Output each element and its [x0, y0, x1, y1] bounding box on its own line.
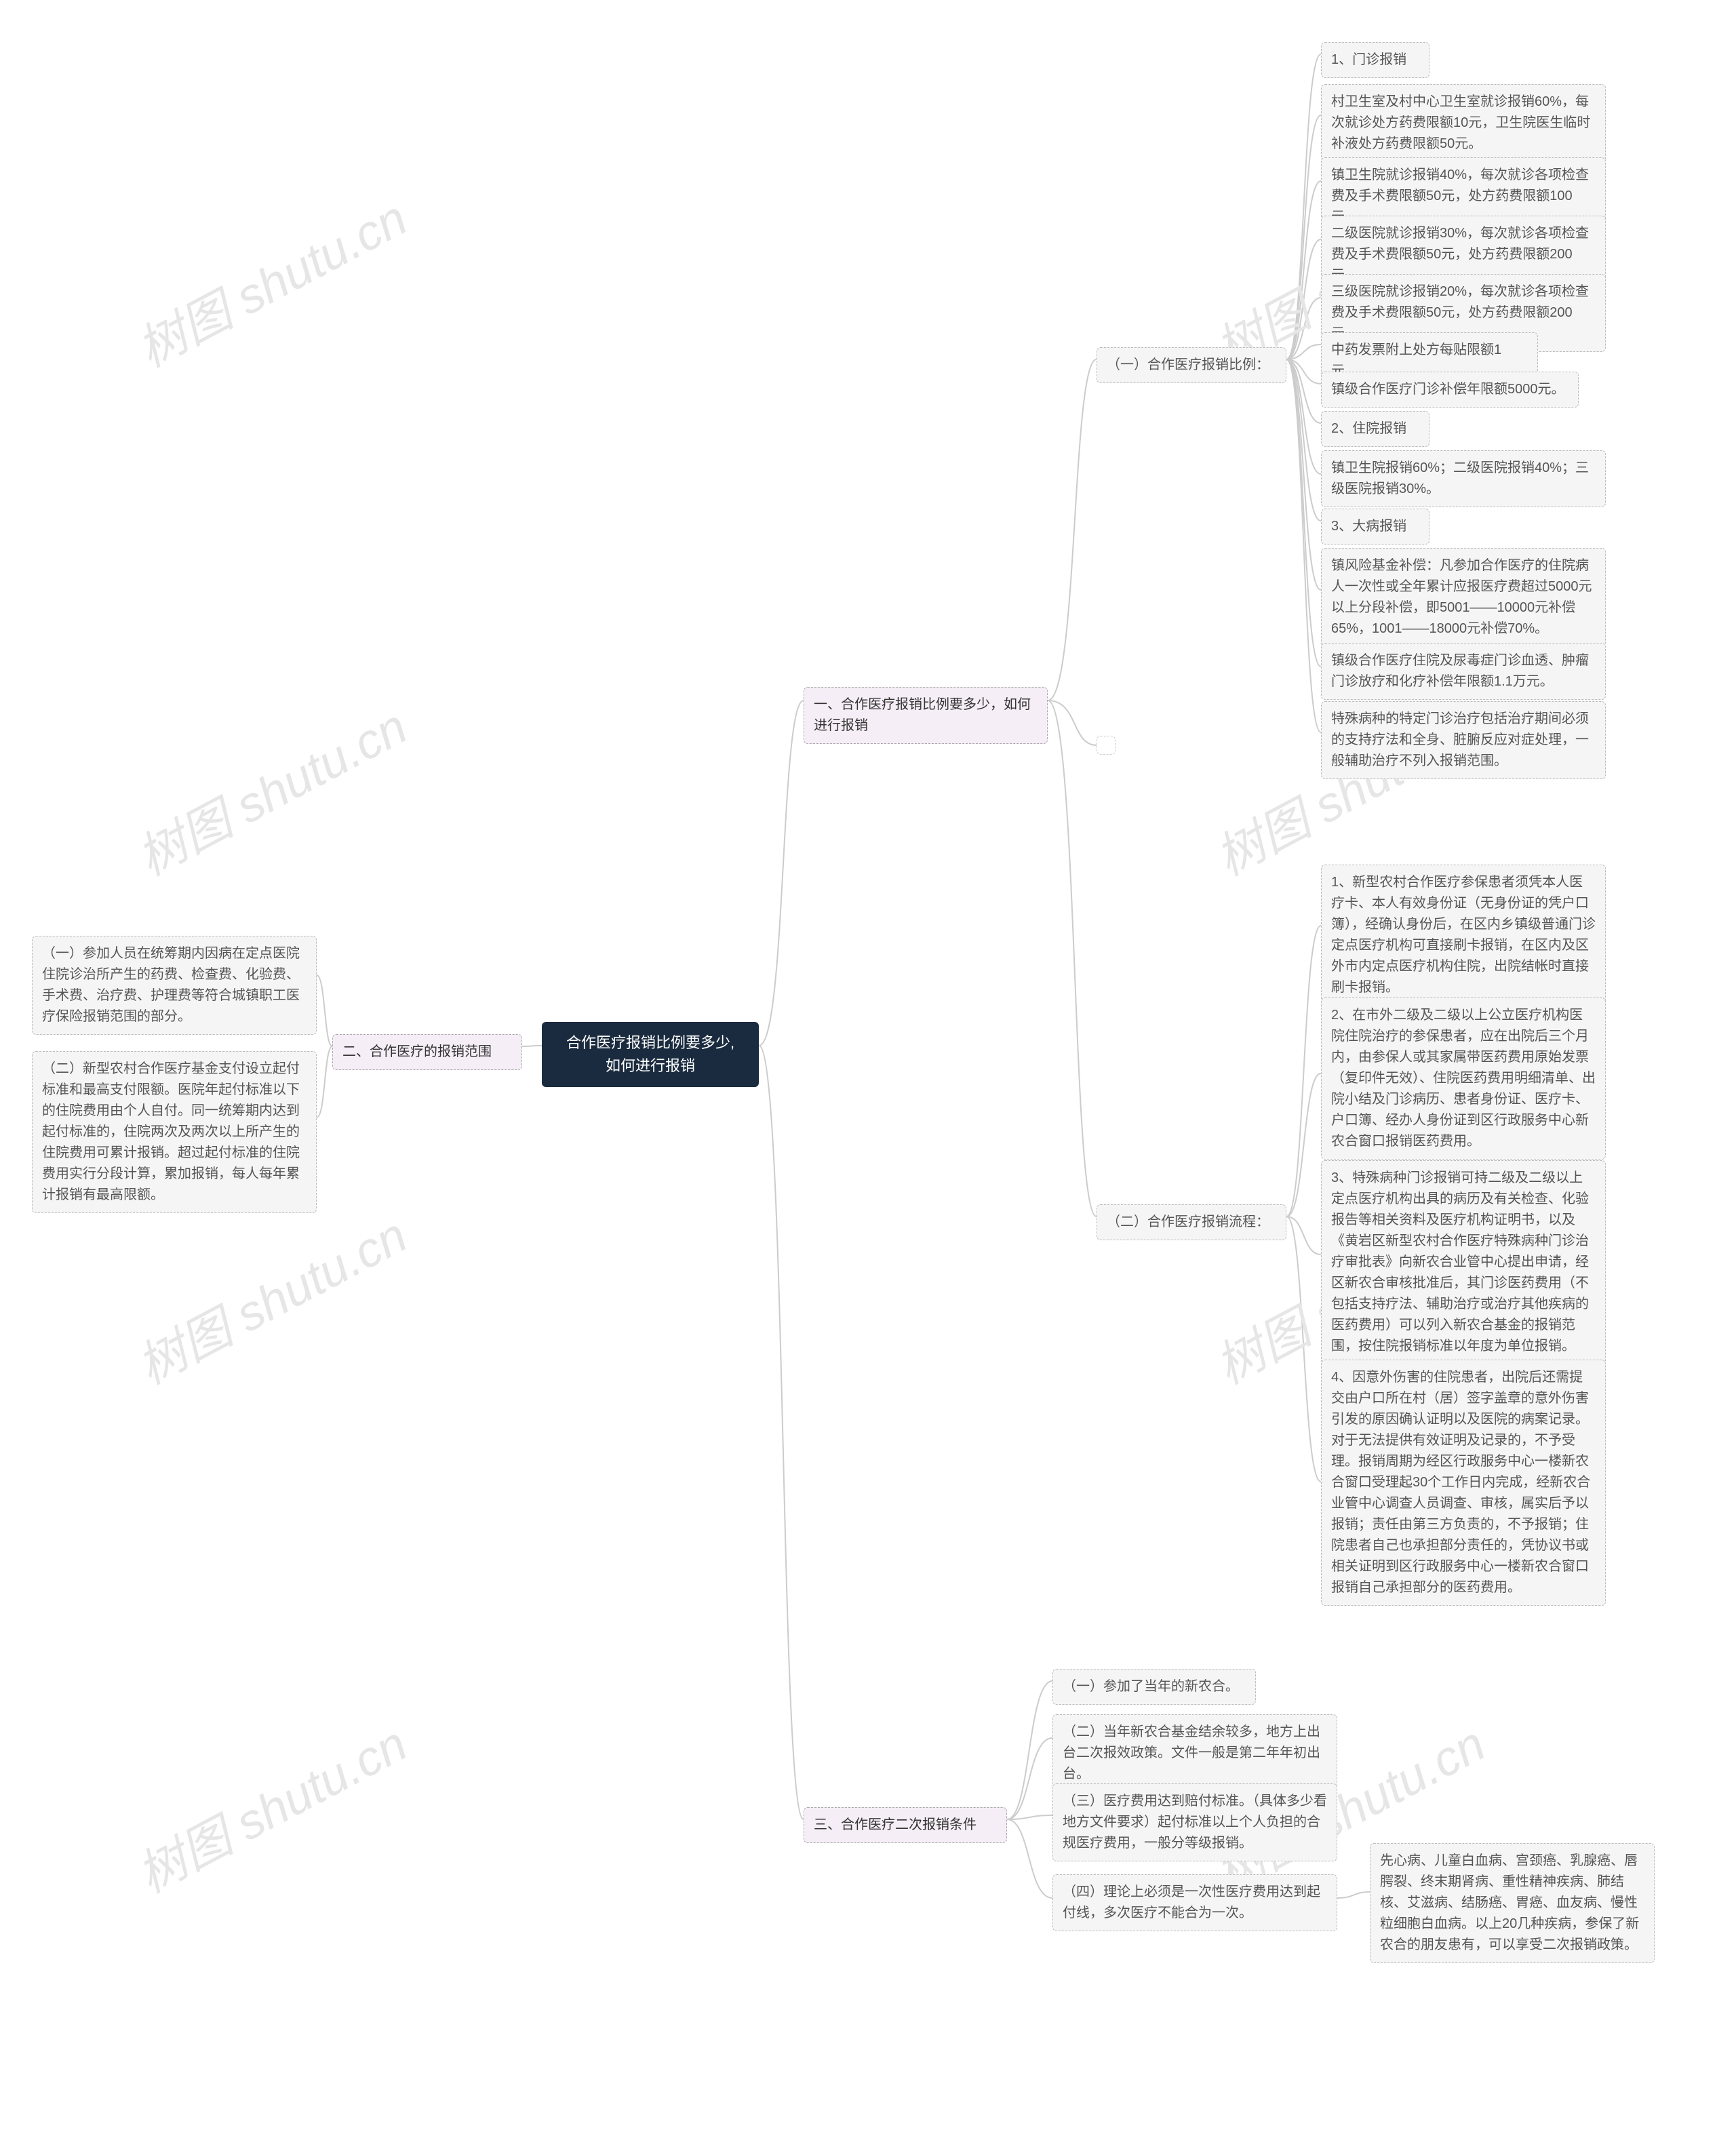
- ratio-item: 镇卫生院报销60%；二级医院报销40%；三级医院报销30%。: [1321, 450, 1606, 507]
- sub-empty: [1097, 736, 1116, 755]
- scope-item: （一）参加人员在统筹期内因病在定点医院住院诊治所产生的药费、检查费、化验费、手术…: [32, 936, 317, 1035]
- root-node: 合作医疗报销比例要多少, 如何进行报销: [542, 1022, 759, 1087]
- ratio-item: 镇级合作医疗门诊补偿年限额5000元。: [1321, 372, 1579, 408]
- sub-one-a: （一）合作医疗报销比例：: [1097, 347, 1286, 383]
- secondary-item: （三）医疗费用达到赔付标准。（具体多少看地方文件要求）起付标准以上个人负担的合规…: [1052, 1783, 1337, 1861]
- process-item: 2、在市外二级及二级以上公立医疗机构医院住院治疗的参保患者，应在出院后三个月内，…: [1321, 997, 1606, 1160]
- branch-one: 一、合作医疗报销比例要多少，如何进行报销: [804, 687, 1048, 744]
- process-item: 4、因意外伤害的住院患者，出院后还需提交由户口所在村（居）签字盖章的意外伤害引发…: [1321, 1360, 1606, 1606]
- ratio-item: 特殊病种的特定门诊治疗包括治疗期间必须的支持疗法和全身、脏腑反应对症处理，一般辅…: [1321, 701, 1606, 779]
- process-item: 1、新型农村合作医疗参保患者须凭本人医疗卡、本人有效身份证（无身份证的凭户口簿）…: [1321, 865, 1606, 1006]
- secondary-extra: 先心病、儿童白血病、宫颈癌、乳腺癌、唇腭裂、终末期肾病、重性精神疾病、肺结核、艾…: [1370, 1843, 1655, 1963]
- watermark: 树图 shutu.cn: [123, 179, 417, 380]
- watermark: 树图 shutu.cn: [123, 1705, 417, 1906]
- ratio-item: 2、住院报销: [1321, 411, 1429, 447]
- watermark: 树图 shutu.cn: [123, 688, 417, 889]
- secondary-item: （一）参加了当年的新农合。: [1052, 1669, 1256, 1705]
- ratio-item: 村卫生室及村中心卫生室就诊报销60%，每次就诊处方药费限额10元，卫生院医生临时…: [1321, 84, 1606, 162]
- scope-item: （二）新型农村合作医疗基金支付设立起付标准和最高支付限额。医院年起付标准以下的住…: [32, 1051, 317, 1213]
- ratio-item: 镇风险基金补偿：凡参加合作医疗的住院病人一次性或全年累计应报医疗费超过5000元…: [1321, 548, 1606, 647]
- ratio-item: 3、大病报销: [1321, 509, 1429, 545]
- ratio-item: 1、门诊报销: [1321, 42, 1429, 78]
- watermark: 树图 shutu.cn: [123, 1196, 417, 1398]
- secondary-item: （四）理论上必须是一次性医疗费用达到起付线，多次医疗不能合为一次。: [1052, 1874, 1337, 1931]
- branch-three: 三、合作医疗二次报销条件: [804, 1807, 1007, 1843]
- ratio-item: 镇级合作医疗住院及尿毒症门诊血透、肿瘤门诊放疗和化疗补偿年限额1.1万元。: [1321, 643, 1606, 700]
- sub-one-b: （二）合作医疗报销流程：: [1097, 1204, 1286, 1240]
- branch-two: 二、合作医疗的报销范围: [332, 1034, 522, 1070]
- process-item: 3、特殊病种门诊报销可持二级及二级以上定点医疗机构出具的病历及有关检查、化验报告…: [1321, 1160, 1606, 1364]
- secondary-item: （二）当年新农合基金结余较多，地方上出台二次报效政策。文件一般是第二年年初出台。: [1052, 1714, 1337, 1792]
